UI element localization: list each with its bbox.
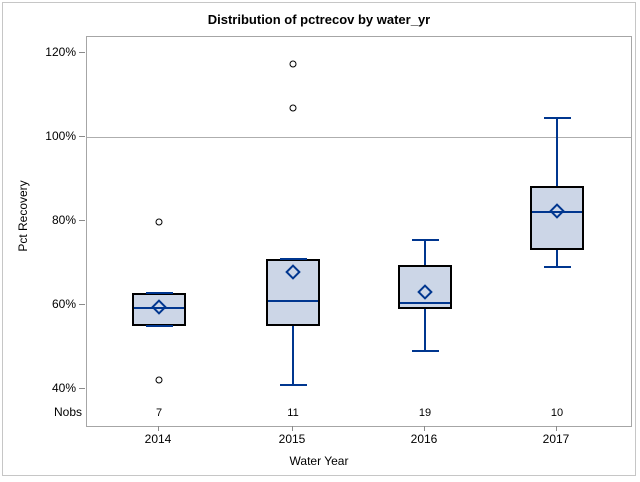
box-iqr bbox=[530, 185, 584, 250]
y-tick-label: 60% bbox=[51, 297, 76, 311]
whisker-cap bbox=[279, 383, 307, 386]
x-tick-label: 2017 bbox=[542, 432, 570, 446]
x-axis-tick bbox=[556, 426, 557, 431]
outlier-point bbox=[289, 60, 297, 68]
median-line bbox=[532, 210, 582, 213]
whisker-cap bbox=[411, 238, 439, 241]
x-tick-label: 2016 bbox=[410, 432, 438, 446]
x-axis-tick bbox=[158, 426, 159, 431]
box-iqr bbox=[398, 265, 452, 310]
whisker-cap bbox=[411, 350, 439, 353]
lower-whisker bbox=[424, 309, 426, 352]
y-axis-tick bbox=[79, 135, 85, 137]
upper-whisker bbox=[424, 239, 426, 266]
median-line bbox=[268, 299, 318, 302]
x-axis-label: Water Year bbox=[289, 454, 349, 468]
y-axis-tick bbox=[79, 51, 85, 53]
y-tick-label: 120% bbox=[45, 45, 76, 59]
median-line bbox=[400, 301, 450, 304]
median-line bbox=[134, 306, 184, 309]
lower-whisker bbox=[292, 326, 294, 385]
y-axis-tick bbox=[79, 219, 85, 221]
lower-whisker bbox=[556, 249, 558, 268]
whisker-cap bbox=[279, 257, 307, 260]
outlier-point bbox=[289, 104, 297, 112]
y-tick-label: 100% bbox=[45, 129, 76, 143]
nobs-row-label: Nobs bbox=[53, 405, 82, 419]
y-tick-label: 40% bbox=[51, 381, 76, 395]
y-tick-label: 80% bbox=[51, 213, 76, 227]
chart-title: Distribution of pctrecov by water_yr bbox=[207, 12, 431, 27]
nobs-value: 7 bbox=[155, 407, 163, 419]
nobs-value: 19 bbox=[418, 407, 432, 419]
plot-area: 7 11 19 10 bbox=[86, 36, 632, 427]
reference-line-100pct bbox=[87, 136, 631, 138]
y-axis-tick bbox=[79, 303, 85, 305]
x-tick-label: 2015 bbox=[278, 432, 306, 446]
whisker-cap bbox=[543, 117, 571, 120]
outlier-point bbox=[155, 376, 163, 384]
whisker-cap bbox=[145, 325, 173, 327]
nobs-value: 11 bbox=[287, 407, 299, 419]
sas-boxplot-figure: Distribution of pctrecov by water_yr Pct… bbox=[2, 2, 636, 476]
whisker-cap bbox=[543, 266, 571, 269]
box-iqr bbox=[266, 258, 320, 326]
upper-whisker bbox=[556, 118, 558, 186]
y-axis-tick bbox=[79, 387, 85, 389]
nobs-value: 10 bbox=[550, 407, 564, 419]
outlier-point bbox=[155, 218, 163, 226]
x-axis-tick bbox=[424, 426, 425, 431]
x-axis-tick bbox=[292, 426, 293, 431]
whisker-cap bbox=[145, 292, 173, 295]
x-tick-label: 2014 bbox=[144, 432, 172, 446]
